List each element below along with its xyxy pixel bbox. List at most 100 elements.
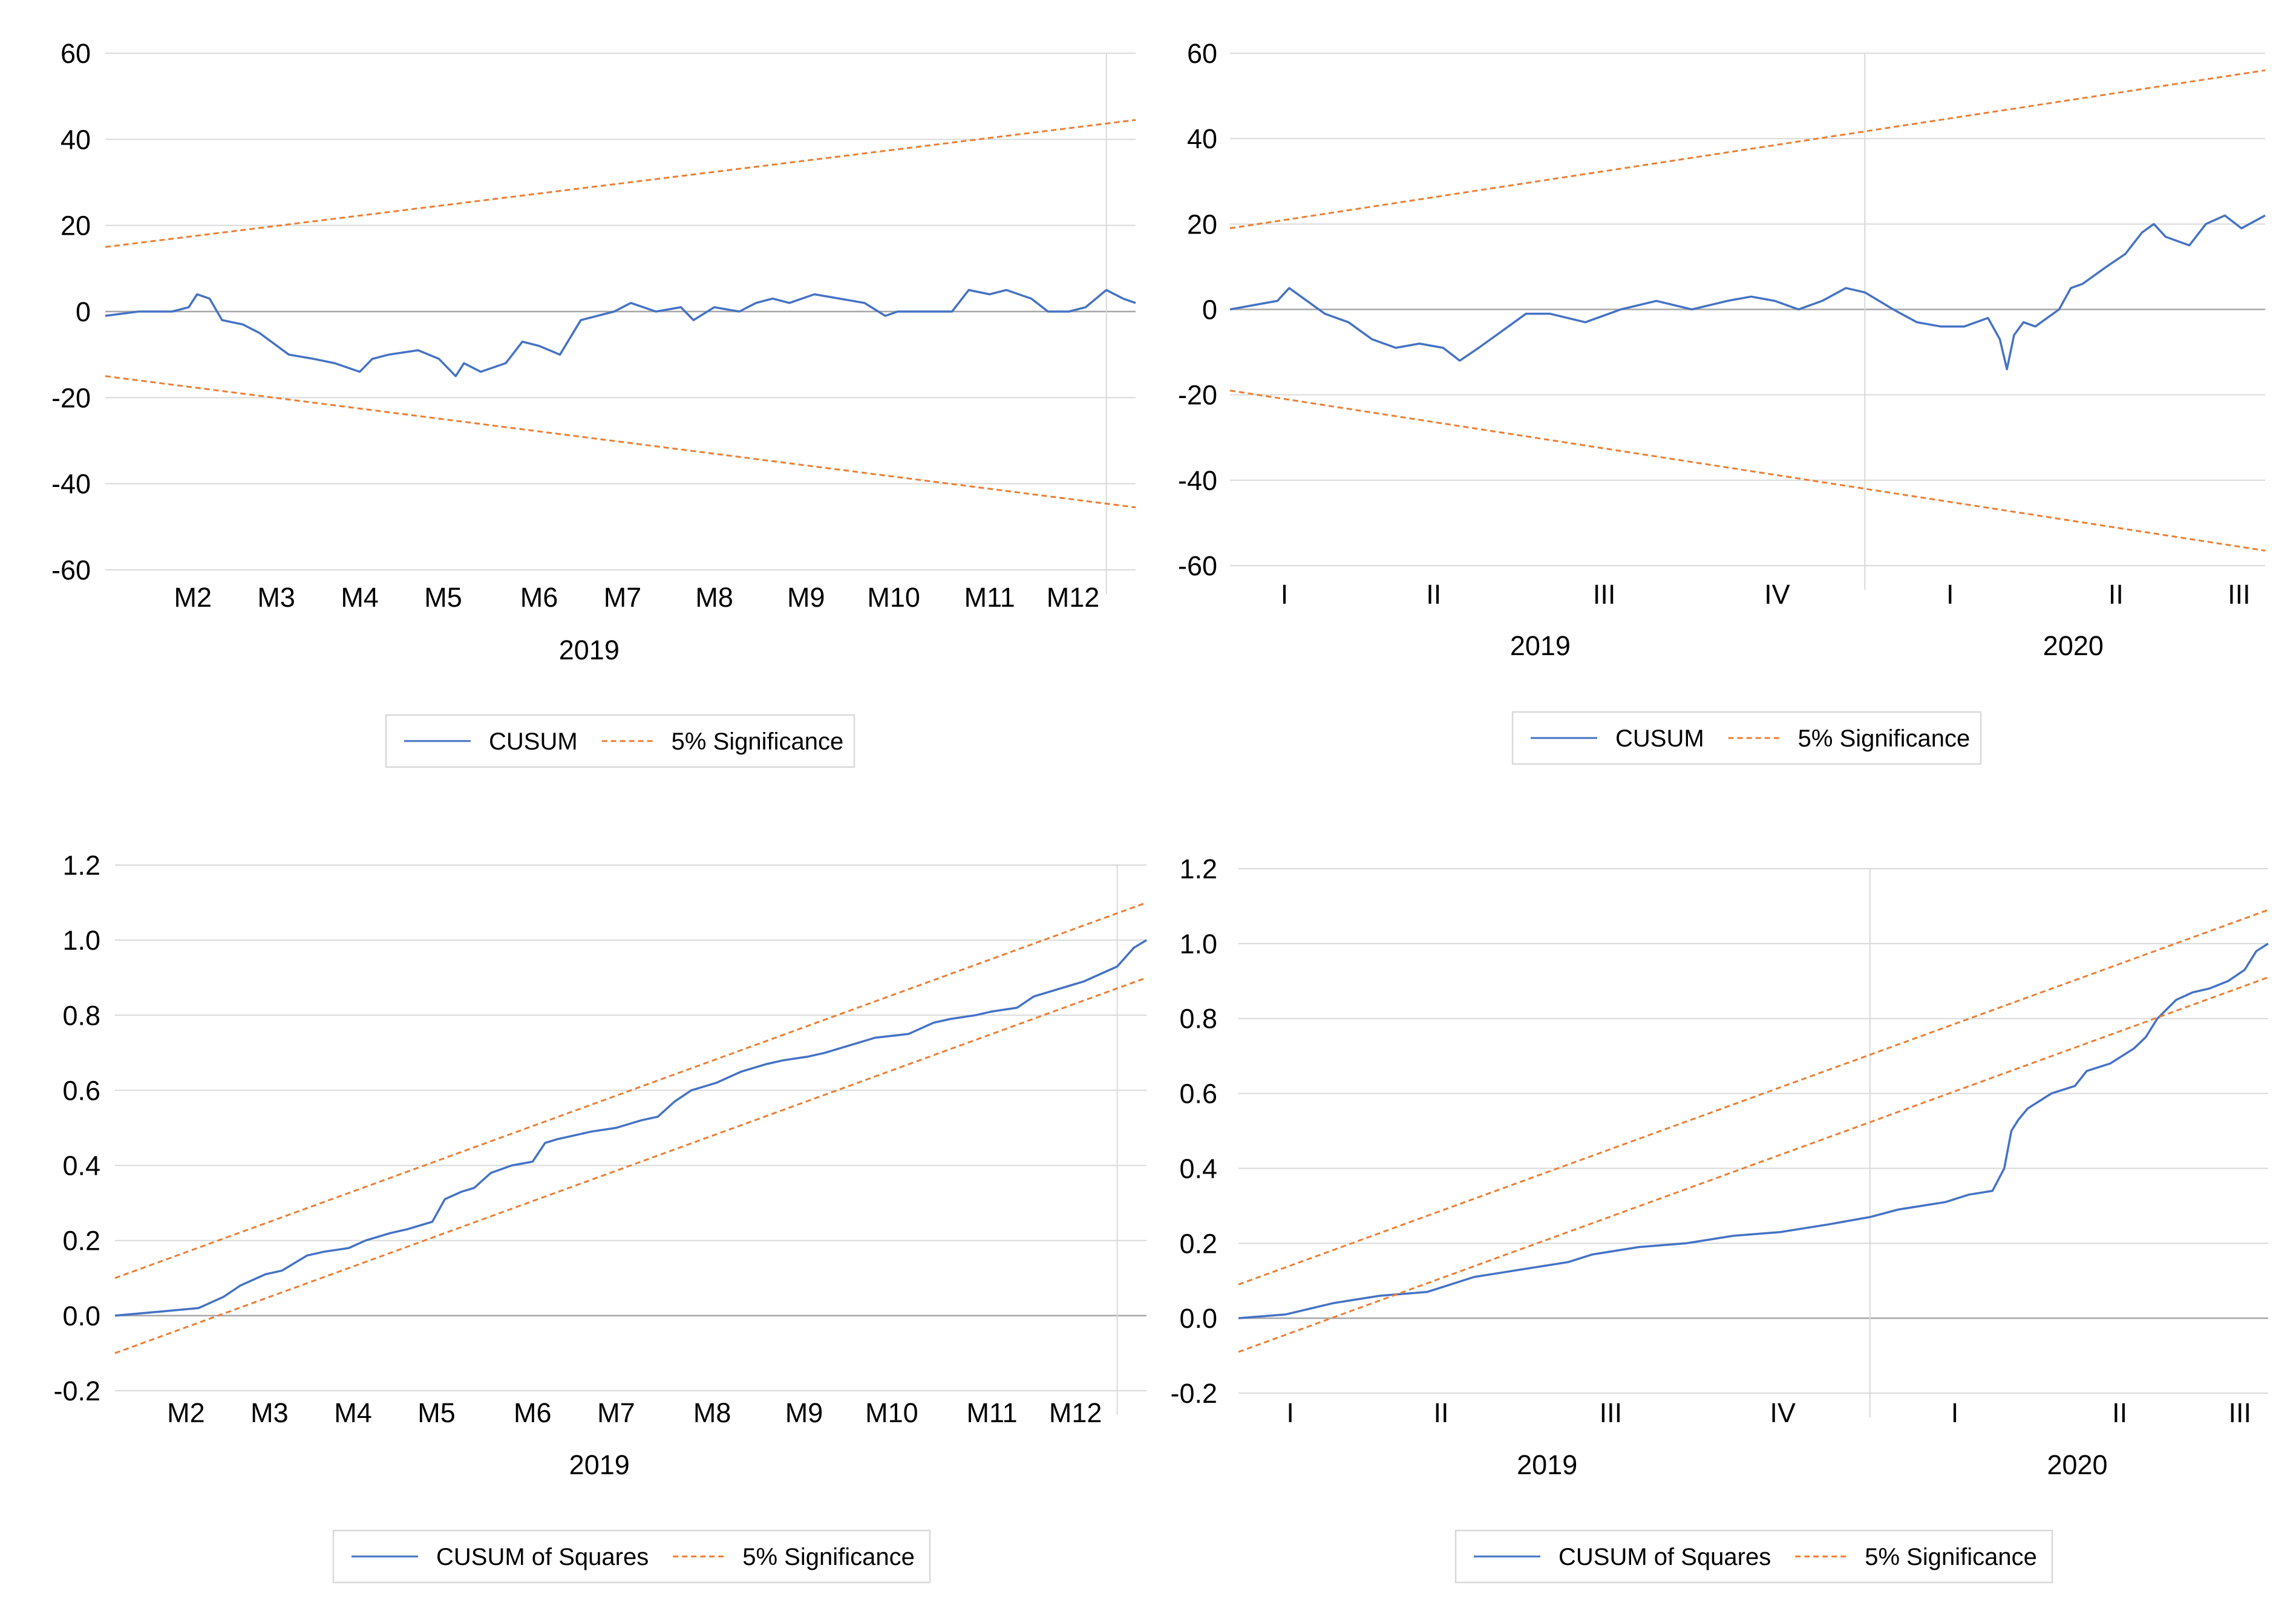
x-year-label: 2020 xyxy=(2043,630,2104,661)
x-tick-label: M6 xyxy=(514,1397,552,1428)
x-tick-label: I xyxy=(1946,579,1954,610)
y-tick-label: 1.0 xyxy=(1179,929,1217,959)
legend: CUSUM of Squares 5% Significance xyxy=(1454,1529,2053,1584)
x-year-label: 2019 xyxy=(1510,630,1571,661)
x-tick-label: I xyxy=(1951,1397,1959,1428)
x-tick-label: M11 xyxy=(964,582,1015,613)
x-tick-label: IV xyxy=(1764,579,1790,610)
x-tick-label: I xyxy=(1281,579,1289,610)
x-tick-label: M7 xyxy=(604,582,642,613)
y-tick-label: 0.0 xyxy=(1179,1303,1217,1334)
y-tick-label: 0.8 xyxy=(62,1000,100,1031)
y-tick-label: 0.8 xyxy=(1179,1004,1217,1034)
x-year-label: 2019 xyxy=(1517,1449,1577,1480)
significance-band-line xyxy=(1229,390,2266,552)
y-tick-label: -60 xyxy=(1178,550,1217,581)
y-tick-label: 0.2 xyxy=(1179,1228,1217,1259)
legend-label-cusum: CUSUM xyxy=(489,728,578,755)
legend-label-cusum: CUSUM of Squares xyxy=(436,1544,649,1570)
legend-label-significance: 5% Significance xyxy=(672,728,844,755)
x-tick-label: M9 xyxy=(787,582,825,613)
x-tick-label: IV xyxy=(1770,1397,1796,1428)
x-tick-label: M10 xyxy=(867,582,920,613)
y-tick-label: 20 xyxy=(61,211,91,241)
legend-label-significance: 5% Significance xyxy=(1798,725,1971,752)
x-tick-label: M12 xyxy=(1047,582,1100,613)
y-tick-label: 40 xyxy=(1187,123,1217,154)
y-tick-label: -40 xyxy=(51,469,91,500)
cusum-series-line xyxy=(114,939,1147,1317)
y-tick-label: -20 xyxy=(1178,380,1217,411)
x-tick-label: M2 xyxy=(167,1397,205,1428)
y-tick-label: 1.0 xyxy=(62,925,100,956)
chart-panel-cusumsq-2019: 1.2 1.0 0.8 0.6 0.4 0.2 0.0 -0.2 M2 M3 M4 M5 M6 M7 M8 M… xyxy=(53,850,1147,1584)
legend-box xyxy=(1454,1529,2053,1584)
significance-band-line xyxy=(105,375,1136,509)
x-tick-label: III xyxy=(2228,579,2251,610)
y-tick-label: 0.0 xyxy=(62,1301,100,1331)
x-tick-label: II xyxy=(1426,579,1441,610)
y-tick-label: 0 xyxy=(1202,295,1217,325)
significance-band-line xyxy=(1229,69,2266,229)
x-tick-label: M3 xyxy=(250,1397,289,1428)
legend: CUSUM 5% Significance xyxy=(385,714,855,768)
significance-band-line xyxy=(105,119,1136,248)
x-tick-label: M4 xyxy=(341,582,379,613)
legend-label-cusum: CUSUM of Squares xyxy=(1558,1544,1771,1570)
x-tick-label: II xyxy=(2112,1397,2127,1428)
significance-band-line xyxy=(1238,976,2269,1353)
y-tick-label: -40 xyxy=(1178,465,1217,496)
y-tick-label: 60 xyxy=(1187,38,1217,69)
x-tick-label: M8 xyxy=(695,582,733,613)
x-tick-label: M12 xyxy=(1049,1397,1102,1428)
chart-panel-cusum-2019: 60 40 20 0 -20 -40 -60 M2 M3 M4 M5 M6 M7 M8 M9 M10 M11 M1… xyxy=(51,38,1136,768)
x-tick-label: III xyxy=(1600,1397,1623,1428)
cusum-series-line xyxy=(105,289,1136,377)
y-tick-label: 1.2 xyxy=(62,850,100,881)
significance-band-line xyxy=(114,901,1147,1279)
y-tick-label: -0.2 xyxy=(53,1376,100,1406)
y-tick-label: 20 xyxy=(1187,209,1217,240)
x-tick-label: M6 xyxy=(520,582,558,613)
x-tick-label: III xyxy=(1593,579,1616,610)
legend: CUSUM of Squares 5% Significance xyxy=(332,1529,931,1584)
x-tick-label: M5 xyxy=(424,582,462,613)
y-tick-label: 1.2 xyxy=(1179,854,1217,884)
x-tick-label: II xyxy=(1433,1397,1448,1428)
cusum-series-line xyxy=(1238,942,2269,1319)
x-tick-label: II xyxy=(2108,579,2124,610)
x-tick-label: M4 xyxy=(334,1397,372,1428)
x-tick-label: I xyxy=(1286,1397,1294,1428)
y-tick-label: -0.2 xyxy=(1170,1378,1217,1409)
x-tick-label: M11 xyxy=(966,1397,1017,1428)
x-year-label: 2019 xyxy=(569,1449,630,1480)
x-tick-label: M8 xyxy=(693,1397,731,1428)
legend-label-significance: 5% Significance xyxy=(1865,1544,2037,1570)
y-tick-label: 40 xyxy=(61,124,91,155)
legend-label-cusum: CUSUM xyxy=(1615,725,1704,752)
x-tick-label: M3 xyxy=(257,582,295,613)
x-year-label: 2020 xyxy=(2047,1449,2107,1480)
y-tick-label: -60 xyxy=(51,555,91,586)
significance-band-line xyxy=(114,976,1147,1354)
x-tick-label: M9 xyxy=(785,1397,823,1428)
cusum-series-line xyxy=(1229,214,2266,371)
x-tick-label: M7 xyxy=(597,1397,635,1428)
y-tick-label: 60 xyxy=(61,38,91,69)
x-tick-label: III xyxy=(2229,1397,2252,1428)
x-tick-label: M5 xyxy=(417,1397,456,1428)
legend: CUSUM 5% Significance xyxy=(1511,711,1982,765)
y-tick-label: 0.4 xyxy=(1179,1153,1217,1184)
legend-box xyxy=(332,1529,931,1584)
x-tick-label: M2 xyxy=(174,582,212,613)
y-tick-label: 0.6 xyxy=(62,1075,100,1106)
x-tick-label: M10 xyxy=(865,1397,918,1428)
y-tick-label: 0.4 xyxy=(62,1151,100,1181)
y-tick-label: -20 xyxy=(51,382,91,413)
significance-band-line xyxy=(1238,909,2269,1285)
legend-label-significance: 5% Significance xyxy=(742,1544,915,1570)
x-year-label: 2019 xyxy=(559,635,620,665)
chart-panel-cusumsq-2019-2020: 1.21.00.80.60.40.20.0-0.2I II III IV I II III2… xyxy=(1170,854,2269,1584)
